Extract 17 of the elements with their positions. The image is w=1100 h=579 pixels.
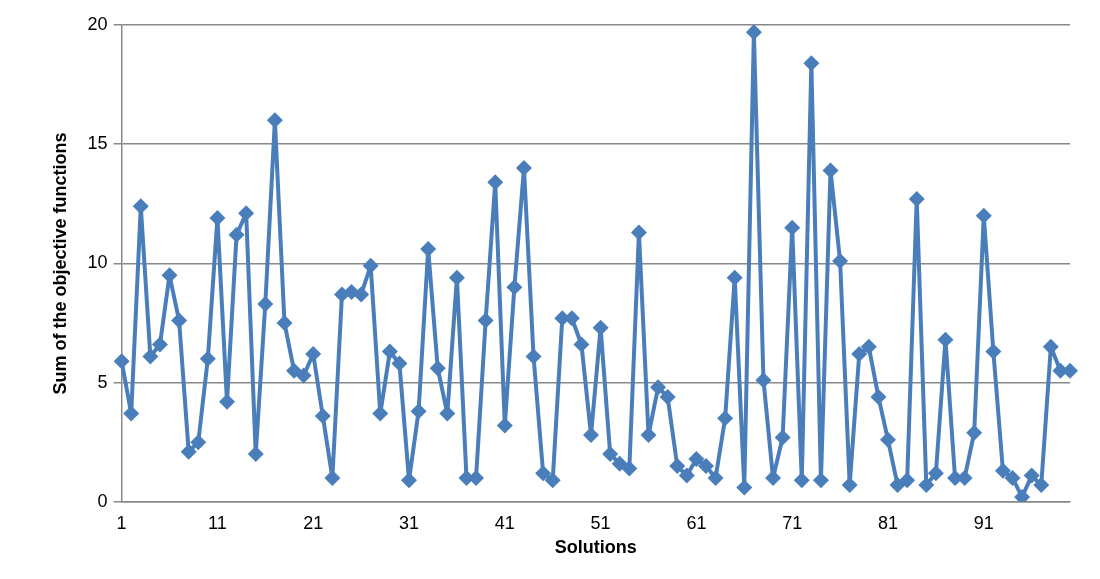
y-axis-title: Sum of the objective functions [49, 132, 70, 395]
x-tick-label: 71 [782, 512, 803, 533]
x-tick-label: 31 [398, 512, 420, 533]
y-tick-label: 20 [87, 13, 108, 34]
x-tick-label: 51 [590, 512, 611, 533]
x-tick-label: 21 [303, 512, 324, 533]
x-axis-title: Solutions [554, 537, 637, 558]
y-tick-label: 0 [97, 490, 108, 511]
y-tick-label: 15 [87, 133, 108, 154]
x-tick-label: 1 [116, 512, 127, 533]
y-tick-label: 5 [97, 371, 108, 392]
y-tick-label: 10 [87, 252, 108, 273]
x-tick-label: 41 [494, 512, 515, 533]
x-tick-label: 81 [877, 512, 898, 533]
x-tick-label: 61 [686, 512, 707, 533]
x-tick-label: 11 [208, 512, 227, 533]
x-tick-label: 91 [973, 512, 994, 533]
